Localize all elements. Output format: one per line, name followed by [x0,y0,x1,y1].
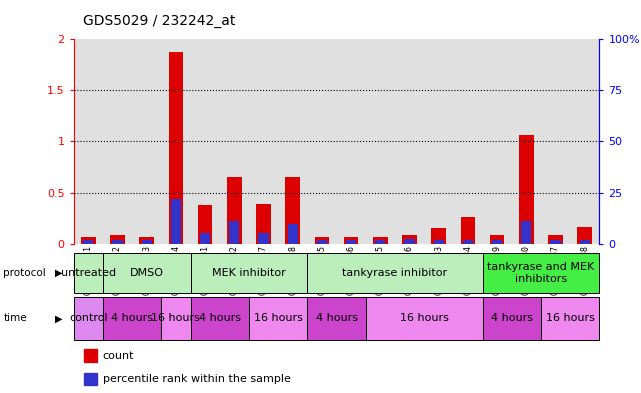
Text: 16 hours: 16 hours [545,313,595,323]
Bar [424,39,453,244]
Bar [492,240,503,244]
Bar [317,240,327,244]
Bar [256,204,271,244]
Bar [307,253,483,293]
Bar [285,177,300,244]
Text: ▶: ▶ [54,313,62,323]
Bar [190,297,249,340]
Bar [483,297,541,340]
Bar [74,39,103,244]
Bar [579,240,590,244]
Bar [578,227,592,244]
Text: 16 hours: 16 hours [151,313,201,323]
Text: 16 hours: 16 hours [254,313,303,323]
Bar [74,253,103,293]
Text: percentile rank within the sample: percentile rank within the sample [103,374,290,384]
Bar [307,297,366,340]
Bar [220,39,249,244]
Text: 4 hours: 4 hours [199,313,241,323]
Bar [112,240,122,244]
Bar [74,297,103,340]
Bar [490,235,504,244]
Bar [162,39,190,244]
Bar [403,235,417,244]
Bar [171,199,181,244]
Bar [541,39,570,244]
Bar [483,39,512,244]
Bar [307,39,337,244]
Text: tankyrase inhibitor: tankyrase inhibitor [342,268,447,278]
Text: MEK inhibitor: MEK inhibitor [212,268,286,278]
Text: protocol: protocol [3,268,46,278]
Bar [463,240,473,244]
Bar [461,217,475,244]
Bar [103,39,132,244]
Bar [162,297,190,340]
Text: time: time [3,313,27,323]
Bar [404,239,415,244]
Text: control: control [69,313,108,323]
Text: 4 hours: 4 hours [111,313,153,323]
Text: tankyrase and MEK
inhibitors: tankyrase and MEK inhibitors [487,263,595,284]
Text: 4 hours: 4 hours [491,313,533,323]
Text: untreated: untreated [61,268,116,278]
Bar [453,39,483,244]
Text: 4 hours: 4 hours [315,313,358,323]
Bar [366,297,483,340]
Bar [346,240,356,244]
Bar [110,235,125,244]
Bar [142,240,152,244]
Bar [198,205,212,244]
Bar [512,39,541,244]
Bar [83,240,94,244]
Bar [288,224,298,244]
Bar [278,39,307,244]
Bar [373,237,388,244]
Bar [84,373,97,386]
Bar [570,39,599,244]
Bar [229,221,240,244]
Bar [169,51,183,244]
Bar [190,253,307,293]
Text: count: count [103,351,134,361]
Bar [375,240,385,244]
Text: 16 hours: 16 hours [400,313,449,323]
Bar [519,135,533,244]
Bar [103,253,190,293]
Bar [483,253,599,293]
Text: DMSO: DMSO [129,268,163,278]
Bar [395,39,424,244]
Bar [431,228,446,244]
Bar [433,240,444,244]
Bar [140,237,154,244]
Text: GDS5029 / 232242_at: GDS5029 / 232242_at [83,13,236,28]
Bar [200,233,210,244]
Text: ▶: ▶ [54,268,62,278]
Bar [249,297,307,340]
Bar [227,177,242,244]
Bar [551,240,561,244]
Bar [190,39,220,244]
Bar [366,39,395,244]
Bar [103,297,162,340]
Bar [337,39,366,244]
Bar [521,221,531,244]
Bar [541,297,599,340]
Bar [315,237,329,244]
Bar [344,237,358,244]
Bar [84,349,97,362]
Bar [548,235,563,244]
Bar [258,233,269,244]
Bar [132,39,162,244]
Bar [81,237,96,244]
Bar [249,39,278,244]
